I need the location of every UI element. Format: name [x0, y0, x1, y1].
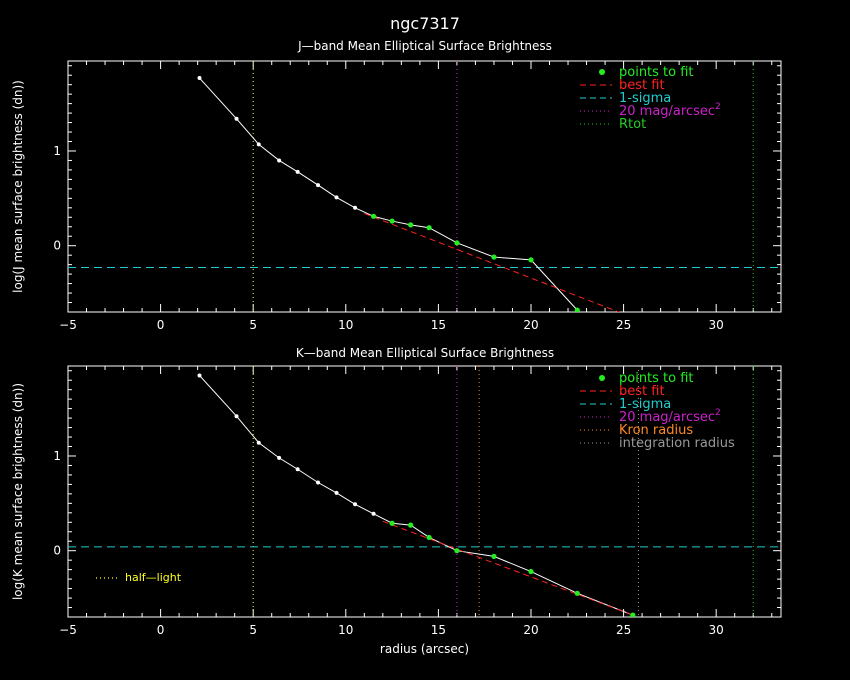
y-tick-label: 1: [53, 449, 61, 463]
y-axis-label: log(J mean surface brightness (dn)): [11, 80, 25, 293]
fit-point: [408, 522, 414, 528]
profile-point: [234, 414, 239, 419]
legend-label: 20 mag/arcsec2: [619, 102, 721, 119]
half-light-label: half—light: [125, 571, 182, 584]
legend-point-marker: [599, 375, 605, 381]
panel-title: J—band Mean Elliptical Surface Brightnes…: [297, 39, 552, 53]
fit-point: [574, 590, 580, 596]
x-tick-label: 10: [338, 318, 353, 332]
panel-title: K—band Mean Elliptical Surface Brightnes…: [296, 346, 554, 360]
profile-point: [316, 183, 321, 188]
profile-point: [234, 116, 239, 121]
plot-frame: [67, 365, 782, 618]
fit-point: [389, 520, 395, 526]
x-tick-label: 25: [616, 623, 631, 637]
fit-point: [491, 553, 497, 559]
x-tick-label: 15: [431, 318, 446, 332]
x-tick-label: 30: [709, 318, 724, 332]
legend-entry: Kron radius: [580, 423, 693, 438]
fit-point: [370, 213, 377, 219]
profile-point: [334, 195, 339, 200]
x-tick-label: 20: [523, 318, 538, 332]
profile-point: [277, 158, 282, 163]
legend-label: best fit: [619, 384, 665, 399]
legend-label: 20 mag/arcsec2: [619, 408, 721, 425]
y-tick-label: 0: [53, 239, 61, 253]
profile-point: [371, 511, 376, 516]
plot-area: [68, 61, 781, 312]
profile-point: [197, 373, 202, 378]
x-tick-label: 15: [431, 623, 446, 637]
fit-point: [408, 222, 414, 228]
y-axis-label: log(K mean surface brightness (dn)): [11, 383, 25, 600]
profile-line: [199, 77, 578, 311]
x-tick-label: −5: [59, 318, 77, 332]
legend-entry: best fit: [580, 384, 665, 399]
legend-label: 1-sigma: [619, 397, 671, 412]
x-tick-label: 0: [157, 318, 165, 332]
best-fit-line: [364, 213, 621, 312]
x-tick-label: 10: [338, 623, 353, 637]
legend-label: best fit: [619, 78, 665, 93]
fit-point: [426, 534, 432, 541]
profile-point: [295, 467, 300, 472]
fit-point: [389, 218, 395, 224]
profile-point: [277, 455, 282, 460]
legend-entry: points to fit: [599, 371, 694, 386]
legend-entry: 20 mag/arcsec2: [580, 408, 721, 425]
plot-frame: [67, 60, 782, 313]
profile-point: [316, 480, 321, 485]
profile-point: [353, 502, 358, 507]
best-fit-line: [382, 520, 634, 616]
x-tick-label: 30: [709, 623, 724, 637]
profile-point: [197, 76, 202, 81]
legend-point-marker: [599, 69, 605, 75]
legend-entry: 20 mag/arcsec2: [580, 102, 721, 119]
fit-point: [454, 548, 460, 554]
profile-point: [353, 205, 358, 210]
profile-point: [256, 142, 261, 147]
legend-label: points to fit: [619, 371, 694, 386]
fit-point: [630, 612, 636, 617]
fit-point: [491, 254, 497, 260]
y-tick-label: 1: [53, 144, 61, 158]
x-tick-label: 25: [616, 318, 631, 332]
legend-label: Kron radius: [619, 423, 693, 438]
legend-entry: points to fit: [599, 65, 694, 80]
profile-point: [295, 169, 300, 174]
plot-area: [68, 366, 781, 617]
legend-entry: 1-sigma: [580, 397, 671, 412]
legend-entry: 1-sigma: [580, 91, 671, 106]
k-band-panel: K—band Mean Elliptical Surface Brightnes…: [11, 346, 782, 656]
profile-point: [334, 490, 339, 495]
y-tick-label: 0: [53, 544, 61, 558]
fit-point: [574, 307, 580, 312]
fit-point: [528, 568, 534, 575]
x-tick-label: 5: [249, 318, 257, 332]
legend-entry: Rtot: [580, 117, 646, 132]
fit-point: [426, 225, 432, 231]
profile-point: [256, 440, 261, 445]
legend-label: 1-sigma: [619, 91, 671, 106]
x-axis-label: radius (arcsec): [380, 642, 469, 656]
fit-point: [454, 240, 460, 246]
figure-title: ngc7317: [390, 14, 460, 33]
fit-point: [528, 257, 534, 263]
legend-label: points to fit: [619, 65, 694, 80]
x-tick-label: 20: [523, 623, 538, 637]
legend-entry: best fit: [580, 78, 665, 93]
x-tick-label: −5: [59, 623, 77, 637]
x-tick-label: 0: [157, 623, 165, 637]
x-tick-label: 5: [249, 623, 257, 637]
legend-label: integration radius: [619, 436, 735, 451]
legend-entry: integration radius: [580, 436, 735, 451]
legend-label: Rtot: [619, 117, 646, 132]
j-band-panel: J—band Mean Elliptical Surface Brightnes…: [11, 39, 782, 332]
